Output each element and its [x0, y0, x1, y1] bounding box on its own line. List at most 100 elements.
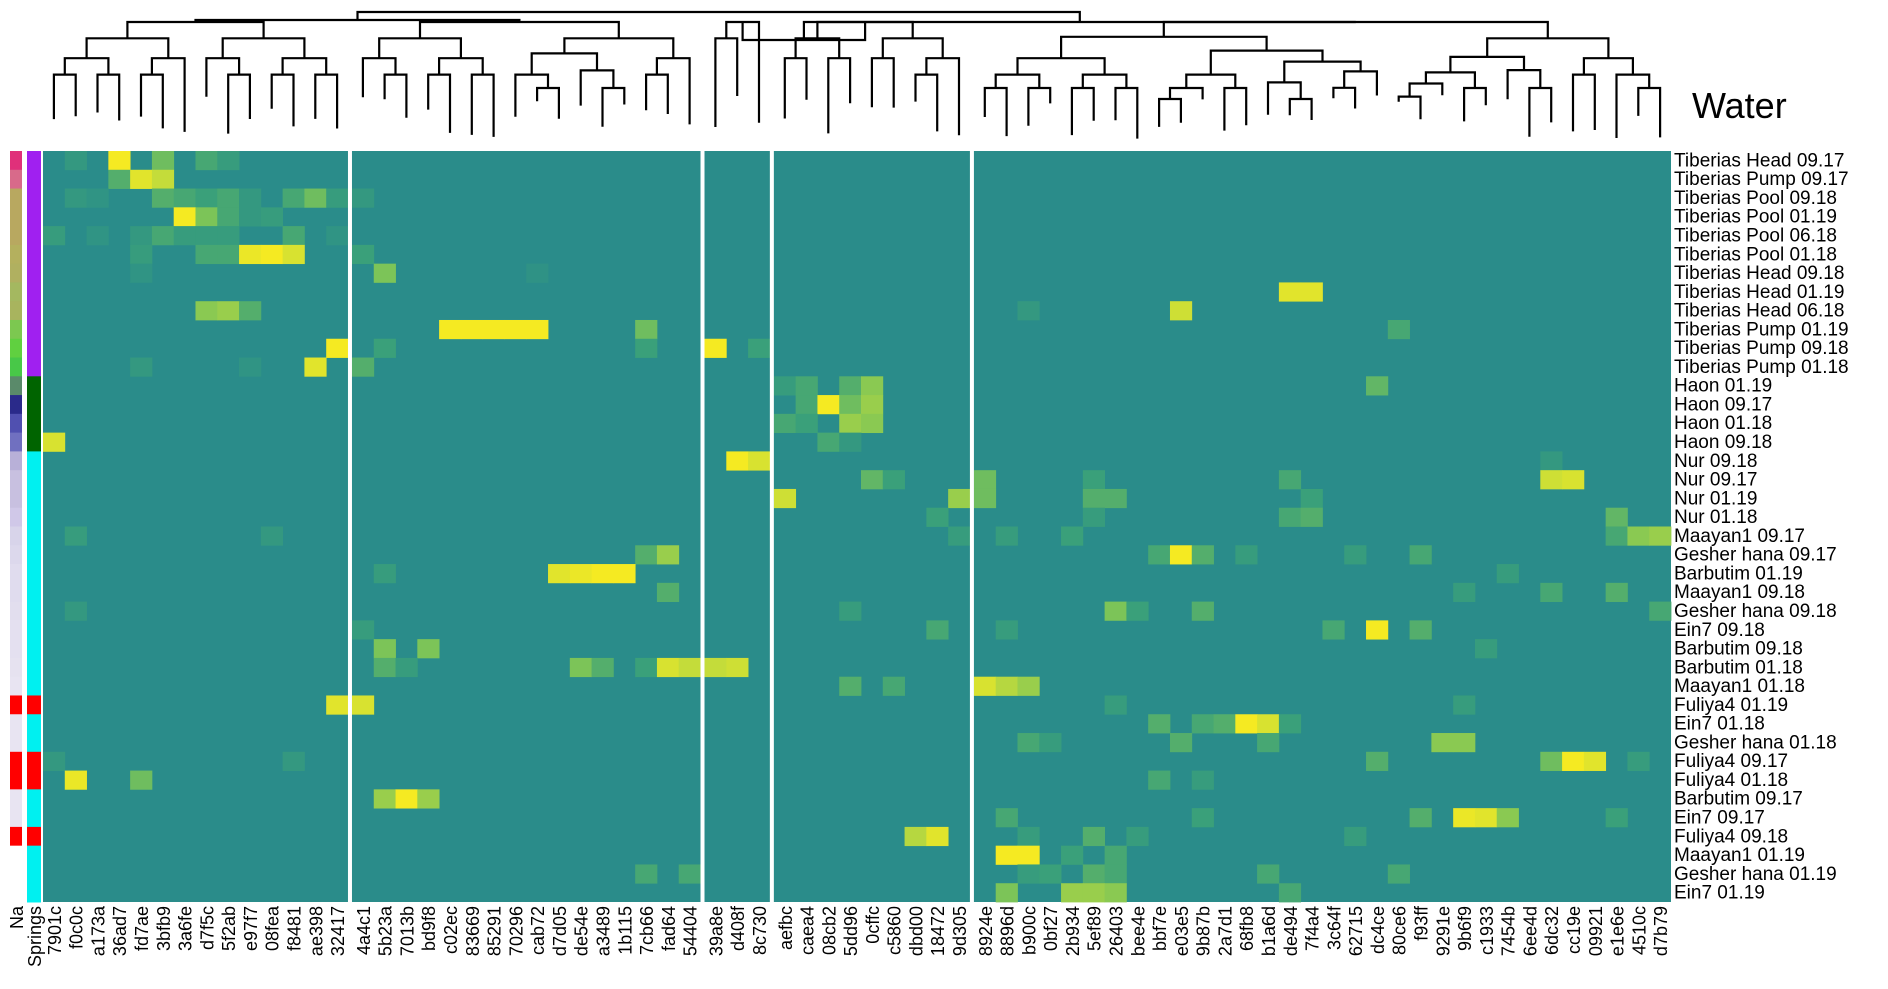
heatmap-cell	[1191, 808, 1214, 828]
heatmap-cell	[373, 657, 396, 678]
heatmap-cell	[1104, 601, 1127, 621]
heatmap-cell	[882, 470, 905, 490]
springs-annotation-cell	[27, 207, 41, 227]
heatmap-cell	[1627, 526, 1650, 546]
heatmap-cell	[351, 244, 375, 265]
heatmap-cell	[1300, 282, 1323, 302]
heatmap-cell	[1257, 864, 1280, 884]
row-label: Ein7 01.18	[1674, 714, 1765, 735]
column-label: d408f	[728, 905, 748, 951]
heatmap-cell	[195, 207, 218, 227]
heatmap-cell	[195, 188, 218, 208]
heatmap-cell	[1039, 864, 1062, 884]
heatmap-cell	[1191, 770, 1214, 790]
heatmap-cell	[1627, 751, 1650, 771]
dendrogram-link	[1158, 97, 1182, 127]
column-label: d7d05	[550, 906, 570, 956]
na-annotation-cell	[10, 319, 22, 340]
heatmap-cell	[1409, 808, 1432, 828]
springs-annotation-cell	[27, 751, 41, 772]
springs-annotation-cell	[27, 620, 41, 640]
heatmap-cell	[239, 301, 262, 321]
column-label: f8481	[285, 906, 305, 951]
springs-annotation-cell	[27, 357, 41, 377]
heatmap-cell	[351, 620, 375, 640]
dendrogram-link	[714, 37, 739, 127]
row-label: Tiberias Head 01.19	[1674, 282, 1844, 303]
heatmap-cell	[1474, 639, 1498, 659]
heatmap-cell	[304, 357, 327, 377]
row-label: Gesher hana 01.19	[1674, 864, 1837, 885]
heatmap-cell	[130, 226, 153, 246]
dendrogram-link	[1571, 73, 1596, 132]
heatmap-cell	[1104, 883, 1127, 903]
heatmap-cell	[1649, 601, 1672, 621]
springs-annotation-cell	[27, 395, 41, 415]
dendrogram-link	[1332, 86, 1357, 109]
springs-annotation-cell	[27, 338, 41, 359]
heatmap-cell	[304, 188, 327, 208]
springs-annotation-cell	[27, 319, 41, 340]
na-annotation-cell	[10, 301, 22, 321]
heatmap-cell	[526, 263, 549, 283]
column-label: 5b23a	[376, 905, 396, 956]
heatmap-cell	[656, 582, 680, 602]
heatmap-cell	[1061, 526, 1084, 546]
column-label: 2b934	[1063, 906, 1083, 956]
row-label: Tiberias Head 06.18	[1674, 301, 1844, 322]
heatmap-cell	[1235, 545, 1258, 565]
heatmap-cell	[795, 376, 818, 396]
heatmap-cell	[43, 751, 66, 771]
column-label: bd9f8	[419, 906, 439, 951]
na-annotation-cell	[10, 151, 22, 171]
heatmap-cell	[973, 676, 997, 696]
heatmap-cell	[861, 413, 884, 434]
column-label: 68fb8	[1237, 906, 1257, 951]
heatmap-cell	[995, 883, 1018, 903]
heatmap-cell	[351, 188, 375, 208]
row-label: Tiberias Pump 09.17	[1674, 169, 1849, 190]
heatmap-cell	[973, 470, 997, 490]
springs-annotation-cell	[27, 413, 41, 434]
column-label: 2a7d1	[1215, 906, 1235, 956]
heatmap-cell	[195, 151, 218, 171]
heatmap-cell	[108, 151, 131, 171]
na-annotation-cell	[10, 864, 22, 884]
heatmap-cell	[373, 263, 396, 283]
column-label: 5f2ab	[219, 906, 239, 951]
heatmap-cell	[678, 864, 701, 884]
heatmap-cell	[417, 789, 440, 809]
dendrogram-link	[1027, 86, 1052, 126]
heatmap-cell	[569, 657, 592, 678]
heatmap-cell	[1169, 733, 1193, 753]
heatmap-cell	[1322, 620, 1345, 640]
heatmap-cell	[839, 432, 862, 452]
na-annotation-cell	[10, 376, 22, 396]
heatmap-cell	[1191, 601, 1214, 621]
column-label: 4a4c1	[354, 906, 374, 955]
na-annotation-cell	[10, 826, 22, 847]
heatmap-cell	[217, 151, 240, 171]
na-annotation-cell	[10, 244, 22, 265]
column-label: 18472	[928, 906, 948, 956]
column-label: 26403	[1107, 906, 1127, 956]
heatmap-cell	[613, 564, 636, 584]
column-label: 7f4a4	[1303, 906, 1323, 951]
na-annotation-cell	[10, 263, 22, 283]
heatmap-cell	[1387, 864, 1410, 884]
heatmap-cell	[373, 789, 396, 809]
heatmap-cell	[861, 376, 884, 396]
heatmap-cell	[678, 657, 701, 678]
dendrogram-link	[1081, 73, 1128, 88]
dendrogram-link	[827, 57, 852, 134]
group-gap	[347, 151, 352, 902]
heatmap-cell	[195, 301, 218, 321]
heatmap-cell	[526, 319, 549, 340]
heatmap-cell	[1017, 301, 1040, 321]
springs-annotation-cell	[27, 845, 41, 865]
dendrogram-link	[470, 73, 495, 137]
row-label: Gesher hana 09.17	[1674, 545, 1837, 566]
heatmap-cell	[1235, 714, 1258, 734]
